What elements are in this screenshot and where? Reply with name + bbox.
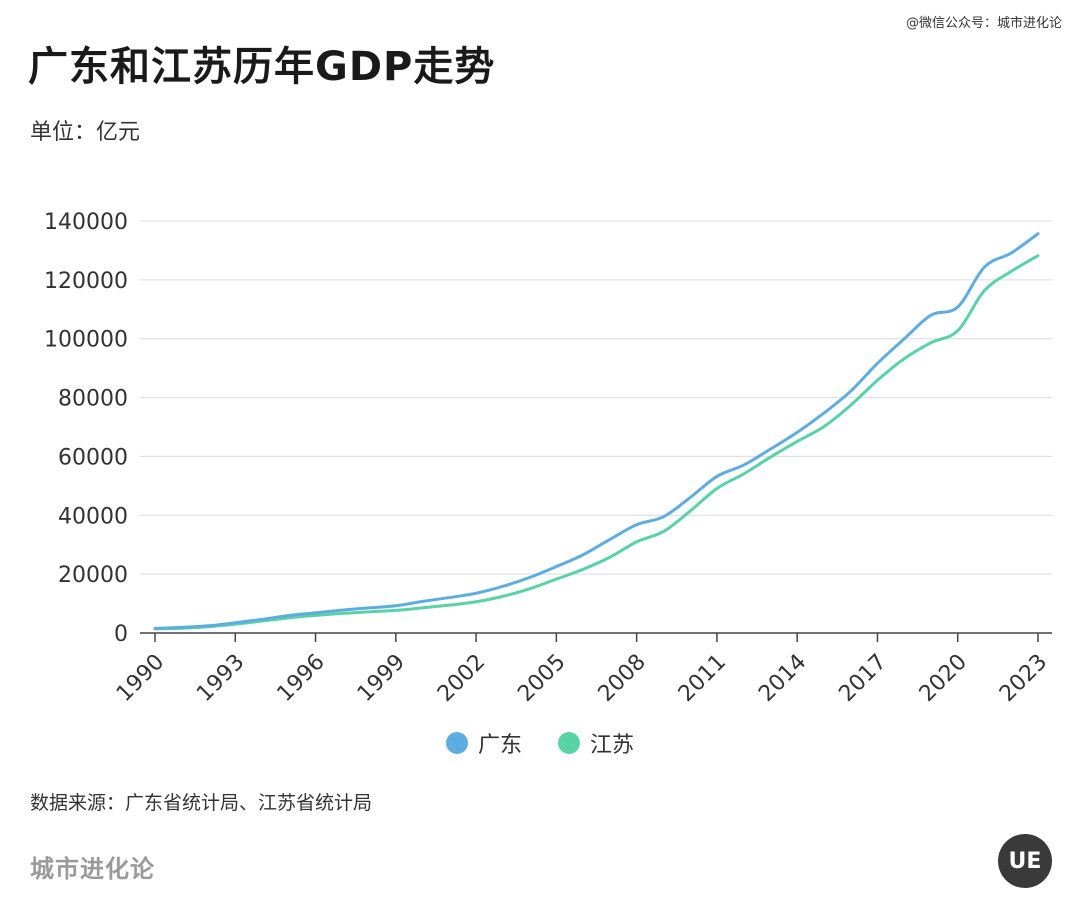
y-tick-label-2: 40000 [58, 504, 128, 529]
legend-dot-guangdong [445, 732, 468, 754]
brand-name: 城市进化论 [30, 855, 155, 883]
series-line-jiangsu [153, 254, 1040, 631]
y-tick-label-3: 60000 [58, 445, 128, 470]
legend-item-jiangsu[interactable]: 江苏 [558, 727, 634, 759]
x-tick-label-5: 2005 [513, 650, 570, 707]
y-tick-label-1: 20000 [58, 563, 128, 588]
x-tick-label-2: 1996 [273, 650, 330, 707]
y-tick-label-5: 100000 [44, 328, 128, 353]
x-tick-label-11: 2023 [995, 650, 1052, 707]
data-source: 数据来源：广东省统计局、江苏省统计局 [30, 792, 373, 814]
y-tick-label-7: 140000 [44, 210, 128, 235]
x-tick-label-0: 1990 [112, 650, 169, 707]
x-tick-label-4: 2002 [433, 650, 490, 707]
x-tick-label-9: 2017 [834, 650, 891, 707]
legend-item-guangdong[interactable]: 广东 [445, 727, 522, 759]
x-tick-label-7: 2011 [674, 650, 731, 707]
x-tick-label-1: 1993 [192, 650, 249, 707]
x-tick-label-8: 2014 [754, 650, 811, 707]
x-tick-label-6: 2008 [594, 650, 651, 707]
unit-label: 单位：亿元 [30, 120, 141, 145]
legend-dot-jiangsu [558, 732, 580, 754]
series-line-guangdong [153, 232, 1040, 630]
brand-logo: UE [998, 834, 1052, 888]
y-tick-label-4: 80000 [58, 387, 128, 412]
y-tick-label-6: 120000 [44, 269, 128, 294]
x-tick-label-3: 1999 [353, 650, 410, 707]
gdp-line-chart: 0 20000 40000 60000 80000 100000 120000 140000 1… [44, 210, 1052, 707]
legend-label-guangdong: 广东 [477, 733, 522, 758]
wechat-credit: @微信公众号：城市进化论 [905, 16, 1062, 31]
x-tick-label-10: 2020 [915, 650, 972, 707]
y-tick-label-0: 0 [114, 622, 128, 647]
chart-title: 广东和江苏历年GDP走势 [28, 44, 496, 90]
legend-label-jiangsu: 江苏 [590, 733, 635, 758]
chart-legend: 广东 江苏 [0, 727, 1080, 759]
